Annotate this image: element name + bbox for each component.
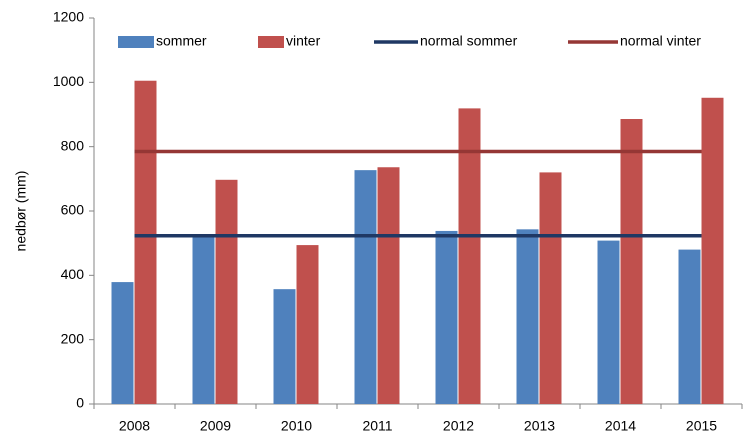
bar <box>678 249 701 404</box>
bar <box>296 245 319 404</box>
y-tick-label: 0 <box>76 395 84 411</box>
bar <box>192 235 215 404</box>
legend-label: vinter <box>286 33 321 49</box>
bar <box>215 179 238 404</box>
bar <box>435 230 458 404</box>
x-tick-label: 2009 <box>200 418 231 434</box>
bar <box>597 240 620 404</box>
bar <box>458 108 481 404</box>
legend-swatch <box>258 36 284 48</box>
bar <box>516 229 539 404</box>
x-tick-label: 2013 <box>524 418 555 434</box>
bar <box>377 167 400 404</box>
legend-label: sommer <box>156 33 207 49</box>
y-axis-label: nedbør (mm) <box>13 171 29 252</box>
bar <box>701 97 724 405</box>
y-tick-label: 200 <box>61 330 85 346</box>
x-tick-label: 2011 <box>362 418 392 434</box>
bar <box>134 80 157 404</box>
y-tick-label: 1000 <box>53 73 84 89</box>
x-tick-label: 2010 <box>281 418 312 434</box>
legend-swatch <box>118 36 154 48</box>
y-tick-label: 1200 <box>53 9 84 25</box>
bar <box>111 282 134 404</box>
x-tick-label: 2014 <box>605 418 636 434</box>
y-tick-label: 600 <box>61 202 85 218</box>
x-tick-label: 2015 <box>686 418 717 434</box>
x-tick-label: 2008 <box>119 418 150 434</box>
y-tick-label: 400 <box>61 266 85 282</box>
bar <box>273 289 296 404</box>
legend-label: normal vinter <box>620 33 701 49</box>
x-tick-label: 2012 <box>443 418 474 434</box>
bar <box>354 170 377 404</box>
y-tick-label: 800 <box>61 137 85 153</box>
legend-label: normal sommer <box>420 33 518 49</box>
bar <box>539 172 562 404</box>
bar <box>620 119 643 405</box>
